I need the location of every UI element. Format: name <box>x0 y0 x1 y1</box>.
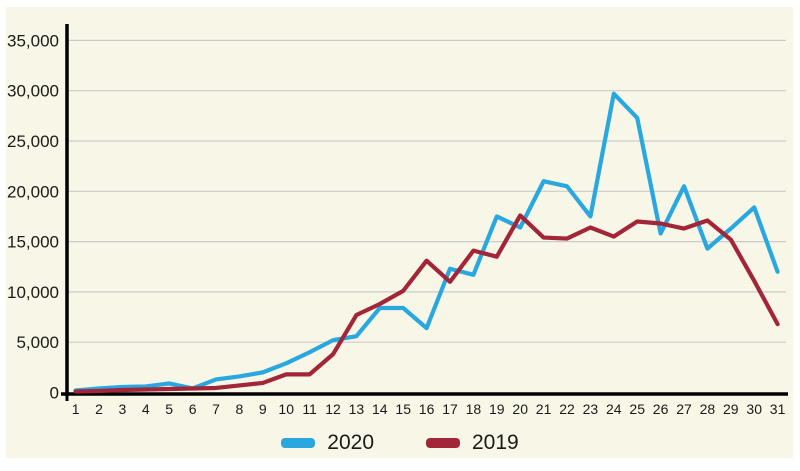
x-tick-label: 28 <box>700 401 716 417</box>
x-tick-label: 11 <box>302 401 317 417</box>
x-tick-label: 19 <box>489 401 505 417</box>
x-tick-label: 22 <box>559 401 575 417</box>
x-tick-label: 5 <box>165 401 173 417</box>
x-tick-label: 2 <box>95 401 103 417</box>
x-tick-label: 17 <box>442 401 458 417</box>
x-tick-label: 20 <box>512 401 528 417</box>
legend-item-2019: 2019 <box>426 431 519 455</box>
chart-legend: 2020 2019 <box>0 431 800 455</box>
x-tick-label: 27 <box>676 401 692 417</box>
x-tick-label: 14 <box>372 401 388 417</box>
y-tick-label: 20,000 <box>7 182 59 201</box>
x-tick-label: 18 <box>466 401 482 417</box>
x-tick-label: 8 <box>236 401 244 417</box>
x-tick-label: 7 <box>212 401 220 417</box>
x-tick-label: 16 <box>419 401 435 417</box>
x-tick-label: 25 <box>629 401 645 417</box>
y-tick-label: 0 <box>50 384 59 403</box>
x-tick-label: 15 <box>395 401 411 417</box>
legend-swatch-2020 <box>281 438 316 448</box>
y-tick-label: 25,000 <box>7 132 59 151</box>
series-line-2019 <box>73 213 780 394</box>
x-tick-label: 12 <box>325 401 341 417</box>
x-tick-label: 30 <box>746 401 762 417</box>
x-tick-label: 3 <box>119 401 127 417</box>
x-tick-label: 21 <box>536 401 552 417</box>
y-tick-label: 30,000 <box>7 82 59 101</box>
x-tick-label: 29 <box>723 401 739 417</box>
x-tick-label: 6 <box>189 401 197 417</box>
y-tick-label: 35,000 <box>7 31 59 50</box>
y-tick-label: 5,000 <box>16 333 59 352</box>
legend-label-2019: 2019 <box>472 431 519 454</box>
x-tick-label: 24 <box>606 401 622 417</box>
x-tick-label: 1 <box>72 401 80 417</box>
legend-item-2020: 2020 <box>281 431 374 455</box>
legend-label-2020: 2020 <box>327 431 374 454</box>
x-tick-label: 4 <box>142 401 150 417</box>
x-tick-label: 26 <box>653 401 669 417</box>
x-tick-label: 31 <box>770 401 786 417</box>
y-tick-label: 10,000 <box>7 283 59 302</box>
x-tick-label: 10 <box>278 401 294 417</box>
legend-swatch-2019 <box>426 438 460 448</box>
y-tick-label: 15,000 <box>7 233 59 252</box>
x-tick-label: 13 <box>349 401 365 417</box>
x-tick-label: 9 <box>259 401 267 417</box>
x-tick-label: 23 <box>583 401 599 417</box>
